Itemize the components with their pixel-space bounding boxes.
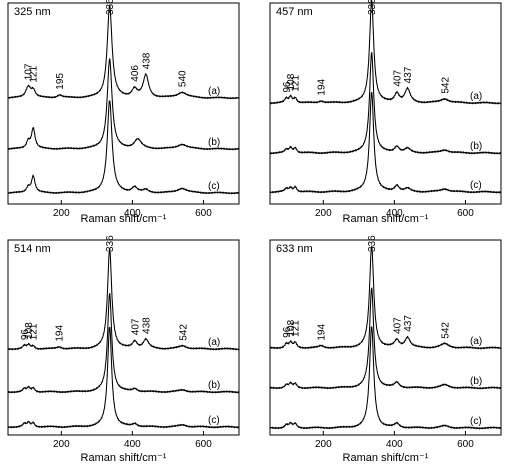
- peak-label: 336: [105, 235, 116, 252]
- peak-label: 540: [178, 70, 189, 87]
- plot-frame: [7, 239, 240, 436]
- peak-label: 407: [392, 69, 403, 86]
- series-label: (b): [208, 380, 220, 391]
- spectrum-trace: [269, 326, 502, 430]
- spectrum-trace: [7, 247, 240, 351]
- spectrum-trace: [7, 100, 240, 195]
- series-label: (b): [470, 376, 482, 387]
- peak-label: 107: [24, 63, 35, 80]
- x-axis-label: Raman shift/cm⁻¹: [343, 452, 429, 464]
- peak-label: 542: [178, 324, 189, 341]
- series-label: (c): [470, 180, 482, 191]
- panel-title: 325 nm: [14, 6, 51, 18]
- peak-label: 121: [29, 323, 40, 340]
- x-axis-label: Raman shift/cm⁻¹: [81, 452, 167, 464]
- peak-label: 406: [130, 65, 141, 82]
- x-tick-label: 200: [315, 439, 332, 450]
- peak-label: 96: [282, 81, 293, 93]
- peak-label: 336: [367, 235, 378, 252]
- plot-frame: [7, 2, 240, 205]
- x-axis-label: Raman shift/cm⁻¹: [81, 213, 167, 225]
- x-tick-label: 600: [195, 208, 212, 219]
- peak-label: 121: [291, 320, 302, 337]
- series-label: (a): [208, 86, 220, 97]
- series-label: (a): [470, 336, 482, 347]
- spectrum-trace: [269, 0, 502, 105]
- x-tick-label: 600: [195, 439, 212, 450]
- panel-457nm: 457 nm Raman shift/cm⁻¹ 200 400 600 (a) (b) (…: [269, 0, 502, 225]
- peak-label: 437: [403, 315, 414, 332]
- peak-label: 121: [291, 75, 302, 92]
- x-tick-label: 200: [53, 208, 70, 219]
- panel-title: 457 nm: [276, 6, 313, 18]
- peak-label: 336: [105, 0, 116, 15]
- x-tick-label: 200: [53, 439, 70, 450]
- series-label: (b): [208, 137, 220, 148]
- peak-label: 438: [141, 52, 152, 69]
- series-label: (a): [470, 91, 482, 102]
- x-tick-label: 200: [315, 208, 332, 219]
- spectrum-trace: [269, 51, 502, 155]
- peak-label: 438: [141, 317, 152, 334]
- peak-label: 96: [282, 326, 293, 338]
- peak-label: 542: [440, 322, 451, 339]
- panel-514nm: 514 nm Raman shift/cm⁻¹ 200 400 600 (a) (b) (…: [7, 235, 240, 464]
- peak-label: 121: [29, 65, 40, 82]
- peak-label: 108: [286, 319, 297, 336]
- x-tick-label: 600: [457, 208, 474, 219]
- series-label: (c): [470, 416, 482, 427]
- spectrum-trace: [269, 245, 502, 350]
- panel-325nm: 325 nm Raman shift/cm⁻¹ 200 400 600 (a) (b) (…: [7, 0, 240, 225]
- panel-633nm: 633 nm Raman shift/cm⁻¹ 200 400 600 (a) (b) (…: [269, 235, 502, 464]
- peak-label: 194: [55, 325, 66, 342]
- x-tick-label: 600: [457, 439, 474, 450]
- spectrum-trace: [269, 91, 502, 194]
- peak-label: 195: [55, 73, 66, 90]
- peak-label: 108: [24, 322, 35, 339]
- x-tick-label: 400: [386, 208, 403, 219]
- plot-frame: [269, 239, 502, 436]
- peak-label: 108: [286, 73, 297, 90]
- panel-title: 514 nm: [14, 243, 51, 255]
- series-label: (b): [470, 141, 482, 152]
- x-tick-label: 400: [124, 208, 141, 219]
- spectrum-trace: [269, 287, 502, 390]
- series-label: (c): [208, 181, 220, 192]
- spectrum-trace: [7, 292, 240, 394]
- peak-label: 336: [367, 0, 378, 15]
- spectrum-trace: [7, 326, 240, 429]
- spectrum-trace: [7, 4, 240, 100]
- series-label: (a): [208, 337, 220, 348]
- x-tick-label: 400: [124, 439, 141, 450]
- peak-label: 407: [392, 317, 403, 334]
- x-axis-label: Raman shift/cm⁻¹: [343, 213, 429, 225]
- series-label: (c): [208, 415, 220, 426]
- x-tick-label: 400: [386, 439, 403, 450]
- peak-label: 194: [317, 78, 328, 95]
- peak-label: 407: [130, 318, 141, 335]
- spectrum-trace: [7, 58, 240, 151]
- panel-title: 633 nm: [276, 243, 313, 255]
- peak-label: 194: [317, 324, 328, 341]
- peak-label: 437: [403, 66, 414, 83]
- peak-label: 542: [440, 77, 451, 94]
- peak-label: 96: [20, 329, 31, 341]
